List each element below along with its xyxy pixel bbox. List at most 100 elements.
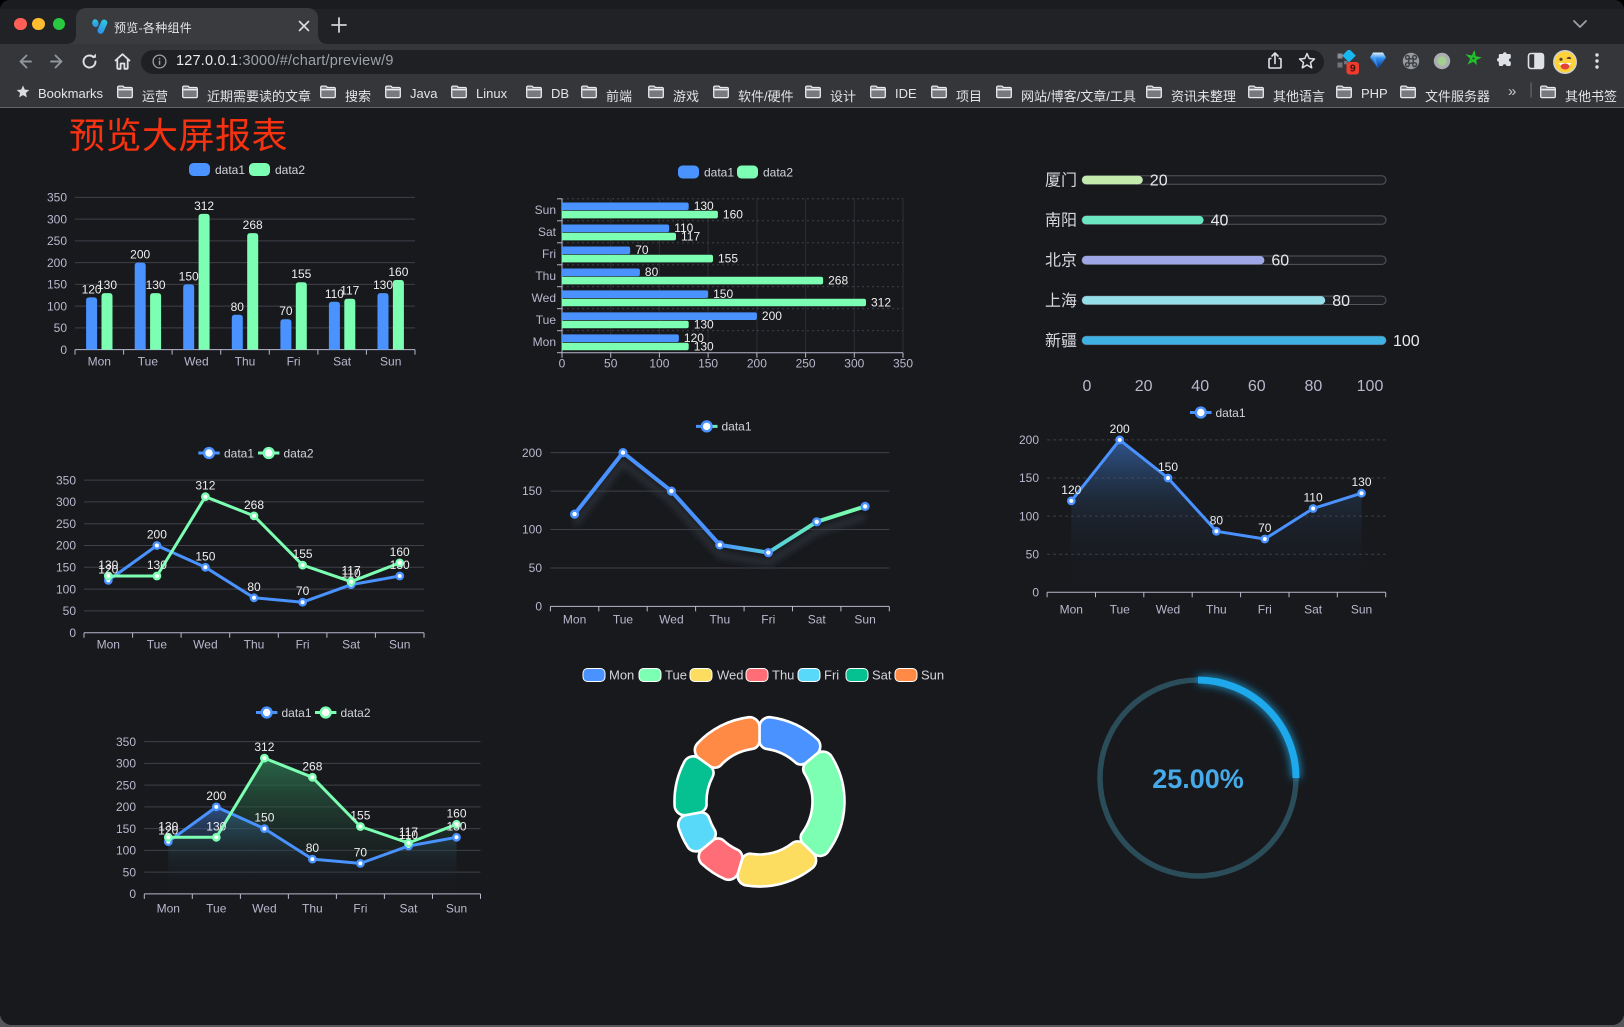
svg-text:160: 160 bbox=[388, 265, 408, 279]
svg-text:Mon: Mon bbox=[157, 902, 180, 916]
svg-text:data2: data2 bbox=[275, 163, 305, 177]
svg-text:130: 130 bbox=[206, 819, 226, 833]
svg-text:Sun: Sun bbox=[535, 203, 556, 217]
svg-text:data1: data1 bbox=[224, 446, 254, 460]
svg-text:130: 130 bbox=[146, 278, 166, 292]
svg-text:0: 0 bbox=[559, 357, 566, 371]
svg-text:200: 200 bbox=[47, 256, 67, 270]
svg-text:data2: data2 bbox=[341, 706, 371, 720]
svg-text:Wed: Wed bbox=[1156, 603, 1180, 617]
svg-text:200: 200 bbox=[116, 800, 136, 814]
svg-text:268: 268 bbox=[828, 274, 848, 288]
svg-text:130: 130 bbox=[694, 340, 714, 354]
svg-text:50: 50 bbox=[529, 561, 543, 575]
svg-text:150: 150 bbox=[698, 357, 718, 371]
svg-text:Sat: Sat bbox=[538, 225, 557, 239]
svg-text:120: 120 bbox=[158, 824, 178, 838]
svg-text:150: 150 bbox=[713, 287, 733, 301]
svg-text:Sat: Sat bbox=[1304, 603, 1323, 617]
svg-text:200: 200 bbox=[522, 446, 542, 460]
svg-text:350: 350 bbox=[116, 735, 136, 749]
svg-text:350: 350 bbox=[47, 191, 67, 205]
svg-text:200: 200 bbox=[130, 248, 150, 262]
svg-text:Fri: Fri bbox=[824, 668, 839, 683]
svg-text:100: 100 bbox=[116, 844, 136, 858]
svg-text:80: 80 bbox=[306, 841, 320, 855]
svg-text:130: 130 bbox=[147, 558, 167, 572]
svg-text:Sat: Sat bbox=[333, 355, 352, 369]
svg-text:110: 110 bbox=[399, 828, 418, 842]
svg-text:20: 20 bbox=[1135, 378, 1153, 395]
svg-text:160: 160 bbox=[390, 545, 410, 559]
svg-text:Mon: Mon bbox=[563, 613, 586, 627]
svg-text:250: 250 bbox=[56, 517, 76, 531]
svg-text:150: 150 bbox=[47, 278, 67, 292]
svg-text:Wed: Wed bbox=[659, 613, 683, 627]
svg-text:Thu: Thu bbox=[1206, 603, 1227, 617]
svg-text:312: 312 bbox=[194, 199, 214, 213]
svg-text:data1: data1 bbox=[282, 706, 312, 720]
svg-text:Sun: Sun bbox=[854, 613, 875, 627]
svg-text:130: 130 bbox=[390, 558, 410, 572]
svg-text:Tue: Tue bbox=[1110, 603, 1131, 617]
svg-text:Wed: Wed bbox=[717, 668, 744, 683]
svg-text:0: 0 bbox=[535, 600, 542, 614]
svg-text:250: 250 bbox=[796, 357, 816, 371]
svg-text:200: 200 bbox=[147, 528, 167, 542]
svg-text:25.00%: 25.00% bbox=[1152, 764, 1244, 794]
svg-text:150: 150 bbox=[254, 811, 274, 825]
svg-text:Fri: Fri bbox=[287, 355, 301, 369]
svg-text:300: 300 bbox=[47, 212, 67, 226]
svg-text:100: 100 bbox=[47, 299, 67, 313]
svg-text:40: 40 bbox=[1191, 378, 1209, 395]
svg-text:200: 200 bbox=[762, 309, 782, 323]
svg-text:Sat: Sat bbox=[342, 638, 361, 652]
svg-text:Thu: Thu bbox=[535, 269, 556, 283]
svg-text:80: 80 bbox=[247, 580, 261, 594]
svg-text:Tue: Tue bbox=[613, 613, 634, 627]
svg-text:200: 200 bbox=[56, 539, 76, 553]
svg-text:Thu: Thu bbox=[244, 638, 265, 652]
svg-text:117: 117 bbox=[340, 284, 359, 298]
svg-text:40: 40 bbox=[1211, 213, 1229, 230]
svg-text:data1: data1 bbox=[722, 420, 752, 434]
svg-text:100: 100 bbox=[1357, 378, 1384, 395]
svg-text:155: 155 bbox=[718, 252, 738, 266]
svg-text:Wed: Wed bbox=[193, 638, 217, 652]
svg-text:Thu: Thu bbox=[709, 613, 730, 627]
svg-text:Mon: Mon bbox=[97, 638, 120, 652]
svg-text:350: 350 bbox=[56, 473, 76, 487]
svg-text:80: 80 bbox=[1332, 293, 1350, 310]
svg-text:200: 200 bbox=[747, 357, 767, 371]
svg-text:0: 0 bbox=[69, 626, 76, 640]
svg-text:50: 50 bbox=[54, 321, 68, 335]
svg-text:data1: data1 bbox=[1216, 406, 1246, 420]
svg-text:80: 80 bbox=[645, 265, 659, 279]
svg-text:Fri: Fri bbox=[353, 902, 367, 916]
svg-text:117: 117 bbox=[342, 564, 361, 578]
svg-text:150: 150 bbox=[1158, 460, 1178, 474]
svg-text:Sat: Sat bbox=[808, 613, 827, 627]
svg-text:Fri: Fri bbox=[761, 613, 775, 627]
svg-text:150: 150 bbox=[179, 269, 199, 283]
svg-text:120: 120 bbox=[1061, 483, 1081, 497]
svg-text:0: 0 bbox=[60, 343, 67, 357]
svg-text:100: 100 bbox=[1019, 509, 1039, 523]
svg-text:70: 70 bbox=[296, 584, 310, 598]
svg-text:data1: data1 bbox=[215, 163, 245, 177]
svg-text:130: 130 bbox=[98, 558, 118, 572]
svg-text:50: 50 bbox=[123, 865, 137, 879]
svg-text:Mon: Mon bbox=[533, 335, 556, 349]
svg-text:100: 100 bbox=[56, 582, 76, 596]
svg-text:200: 200 bbox=[1019, 433, 1039, 447]
svg-text:100: 100 bbox=[649, 357, 669, 371]
svg-text:厦门: 厦门 bbox=[1045, 172, 1077, 190]
svg-text:Wed: Wed bbox=[252, 902, 276, 916]
svg-text:350: 350 bbox=[893, 357, 913, 371]
svg-text:110: 110 bbox=[342, 567, 361, 581]
svg-text:0: 0 bbox=[1032, 586, 1039, 600]
svg-text:Sat: Sat bbox=[399, 902, 418, 916]
svg-text:268: 268 bbox=[244, 498, 264, 512]
svg-text:117: 117 bbox=[399, 825, 418, 839]
svg-text:200: 200 bbox=[206, 789, 226, 803]
